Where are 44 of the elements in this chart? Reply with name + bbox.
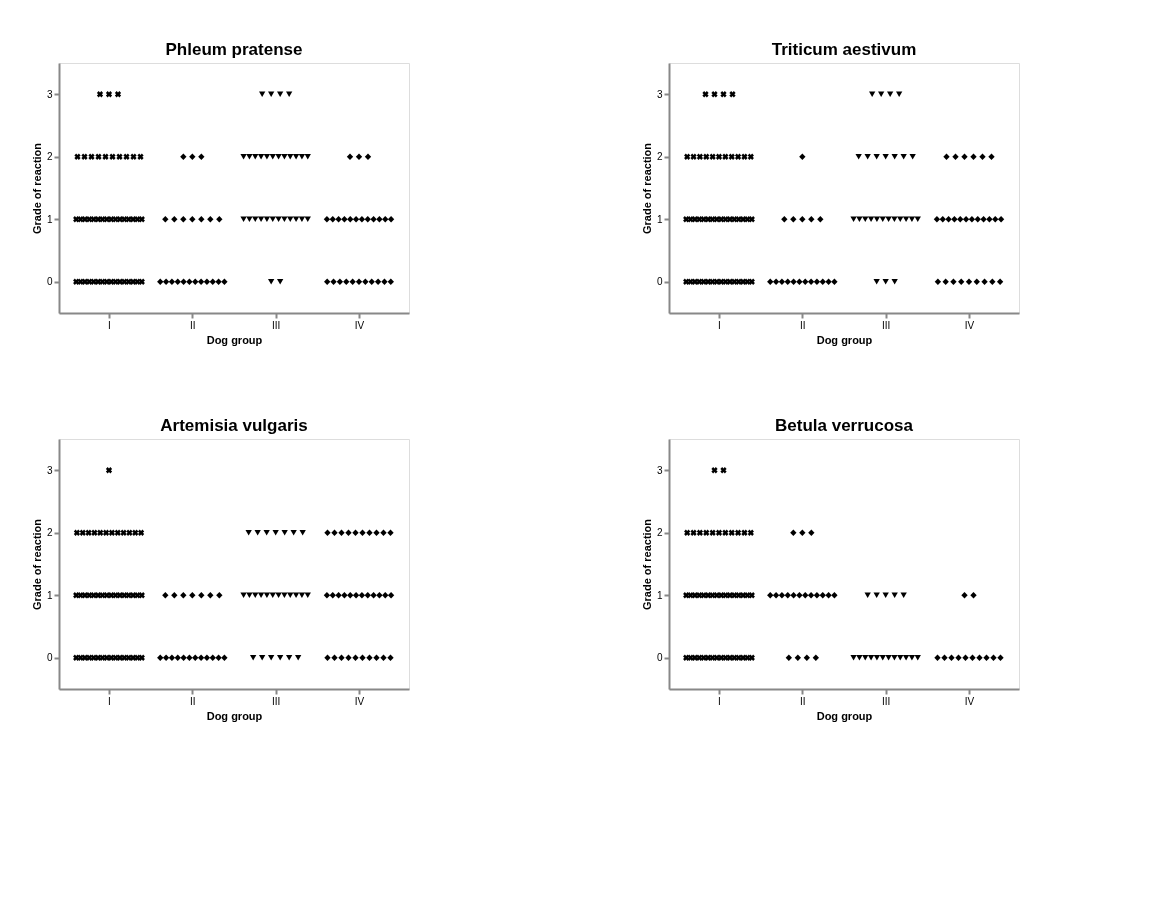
x-tick-label: I bbox=[718, 695, 721, 707]
x-axis-title: Dog group bbox=[816, 709, 873, 722]
y-tick-label: 0 bbox=[656, 652, 663, 664]
x-tick-label: IV bbox=[964, 695, 975, 707]
y-tick-label: 2 bbox=[46, 527, 53, 539]
x-tick-label: II bbox=[800, 695, 806, 707]
chart-title: Phleum pratense bbox=[165, 40, 303, 59]
x-tick-label: IV bbox=[964, 319, 975, 331]
y-tick-label: 0 bbox=[46, 276, 53, 288]
x-tick-label: III bbox=[881, 695, 891, 707]
y-tick-label: 1 bbox=[656, 589, 663, 601]
y-tick-label: 0 bbox=[656, 276, 663, 288]
x-tick-label: II bbox=[800, 319, 806, 331]
chart-title: Artemisia vulgaris bbox=[160, 416, 308, 435]
x-tick-label: III bbox=[881, 319, 891, 331]
y-tick-label: 0 bbox=[46, 652, 53, 664]
x-tick-label: I bbox=[108, 319, 111, 331]
x-tick-label: III bbox=[271, 319, 281, 331]
x-tick-label: IV bbox=[354, 319, 365, 331]
y-tick-label: 1 bbox=[46, 589, 53, 601]
x-axis-title: Dog group bbox=[816, 333, 873, 346]
x-tick-label: II bbox=[190, 319, 196, 331]
y-tick-label: 1 bbox=[46, 213, 53, 225]
x-tick-label: II bbox=[190, 695, 196, 707]
y-tick-label: 3 bbox=[656, 88, 663, 100]
x-tick-label: I bbox=[718, 319, 721, 331]
y-tick-label: 3 bbox=[46, 88, 53, 100]
y-tick-label: 2 bbox=[46, 151, 53, 163]
x-tick-label: III bbox=[271, 695, 281, 707]
x-axis-title: Dog group bbox=[206, 709, 263, 722]
y-axis-title: Grade of reaction bbox=[30, 518, 43, 611]
y-tick-label: 2 bbox=[656, 527, 663, 539]
chart-title: Triticum aestivum bbox=[771, 40, 917, 59]
y-axis-title: Grade of reaction bbox=[640, 142, 653, 235]
y-tick-label: 3 bbox=[656, 464, 663, 476]
y-tick-label: 2 bbox=[656, 151, 663, 163]
x-tick-label: I bbox=[108, 695, 111, 707]
chart-title: Betula verrucosa bbox=[775, 416, 914, 435]
y-axis-title: Grade of reaction bbox=[30, 142, 43, 235]
x-tick-label: IV bbox=[354, 695, 365, 707]
x-axis-title: Dog group bbox=[206, 333, 263, 346]
y-axis-title: Grade of reaction bbox=[640, 518, 653, 611]
y-tick-label: 3 bbox=[46, 464, 53, 476]
y-tick-label: 1 bbox=[656, 213, 663, 225]
